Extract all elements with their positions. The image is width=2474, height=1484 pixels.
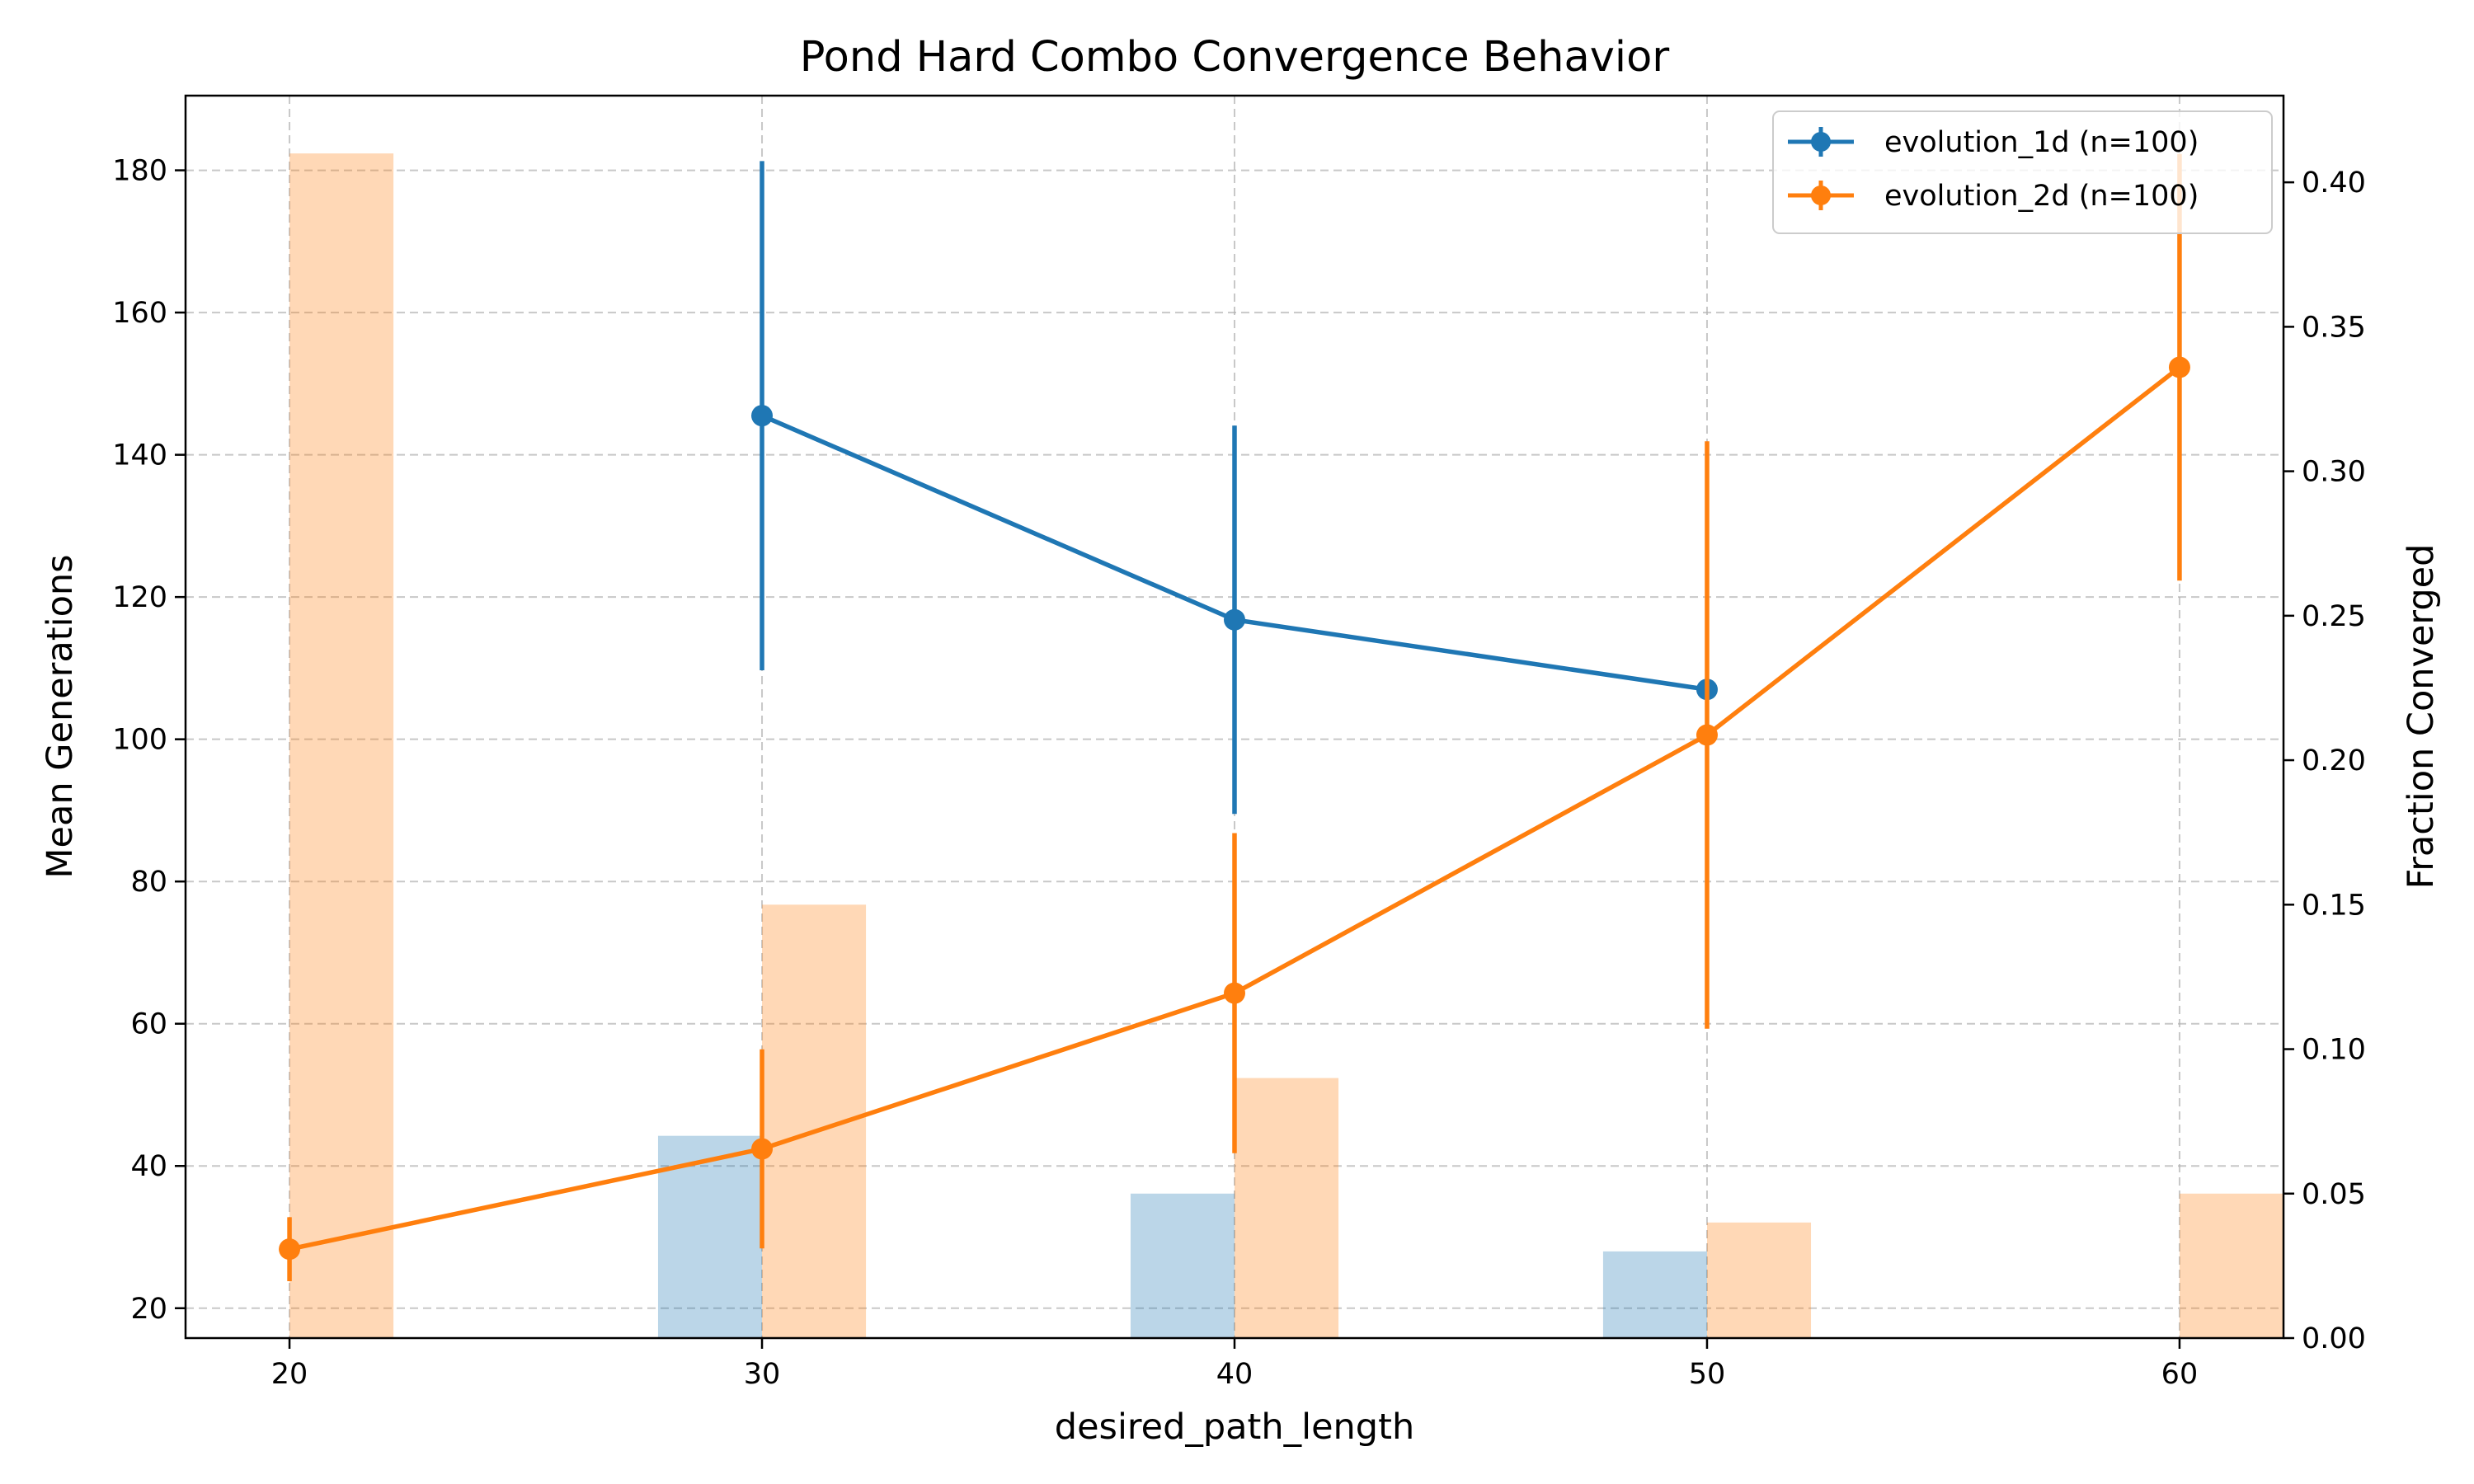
y-tick-label: 140 (112, 439, 167, 472)
legend-label: evolution_2d (n=100) (1884, 180, 2199, 213)
y2-tick-label: 0.00 (2302, 1322, 2366, 1355)
legend: evolution_1d (n=100) evolution_2d (n=100… (1772, 110, 2273, 234)
x-tick-label: 40 (1216, 1358, 1253, 1391)
x-tick-label: 30 (744, 1358, 781, 1391)
axes: 20 30 40 50 60 20 40 60 80 100 120 140 160 180 0.00 0.0… (112, 155, 2366, 1391)
legend-box (1772, 110, 2273, 234)
bar-evolution-2d (2179, 1193, 2284, 1338)
x-tick-label: 20 (271, 1358, 308, 1391)
bar-evolution-2d (1235, 1078, 1339, 1338)
data-point-evolution-1d (1224, 608, 1245, 631)
y2-tick-label: 0.25 (2302, 600, 2366, 633)
y2-tick-label: 0.15 (2302, 889, 2366, 922)
y-tick-label: 180 (112, 155, 167, 188)
y2-tick-label: 0.10 (2302, 1034, 2366, 1067)
data-point-evolution-1d (751, 405, 774, 427)
data-point-evolution-2d (279, 1238, 301, 1261)
y-tick-label: 120 (112, 581, 167, 614)
y-tick-label: 100 (112, 724, 167, 757)
bar-evolution-2d (1706, 1222, 1812, 1338)
y-tick-label: 40 (130, 1150, 167, 1183)
data-point-evolution-2d (1224, 982, 1245, 1004)
x-axis-label: desired_path_length (1055, 1407, 1414, 1448)
y2-axis-label: Fraction Converged (2401, 544, 2442, 890)
y-axis-label: Mean Generations (40, 554, 81, 878)
chart-title: Pond Hard Combo Convergence Behavior (800, 33, 1670, 82)
bar-evolution-1d (1602, 1251, 1707, 1338)
data-point-evolution-2d (1696, 724, 1718, 746)
y-tick-label: 20 (130, 1293, 167, 1326)
data-point-evolution-2d (751, 1138, 774, 1160)
y2-tick-label: 0.30 (2302, 456, 2366, 489)
y-tick-label: 160 (112, 297, 167, 330)
y2-tick-label: 0.20 (2302, 744, 2366, 777)
y2-tick-label: 0.40 (2302, 167, 2366, 200)
data-point-evolution-2d (2168, 356, 2190, 378)
legend-marker-point (1811, 132, 1831, 152)
y2-tick-label: 0.05 (2302, 1178, 2366, 1211)
bars (289, 153, 2284, 1338)
bar-evolution-2d (289, 153, 394, 1338)
x-tick-label: 50 (1689, 1358, 1726, 1391)
legend-label: evolution_1d (n=100) (1884, 126, 2199, 159)
legend-entry-evolution-1d: evolution_1d (n=100) (1788, 126, 2199, 159)
y-tick-label: 80 (130, 866, 167, 899)
legend-entry-evolution-2d: evolution_2d (n=100) (1788, 180, 2199, 213)
bar-evolution-1d (1130, 1193, 1235, 1338)
y-tick-label: 60 (130, 1008, 167, 1041)
legend-marker-point (1811, 186, 1831, 205)
series-lines (279, 153, 2190, 1281)
x-tick-label: 60 (2161, 1358, 2199, 1391)
y2-tick-label: 0.35 (2302, 311, 2366, 344)
